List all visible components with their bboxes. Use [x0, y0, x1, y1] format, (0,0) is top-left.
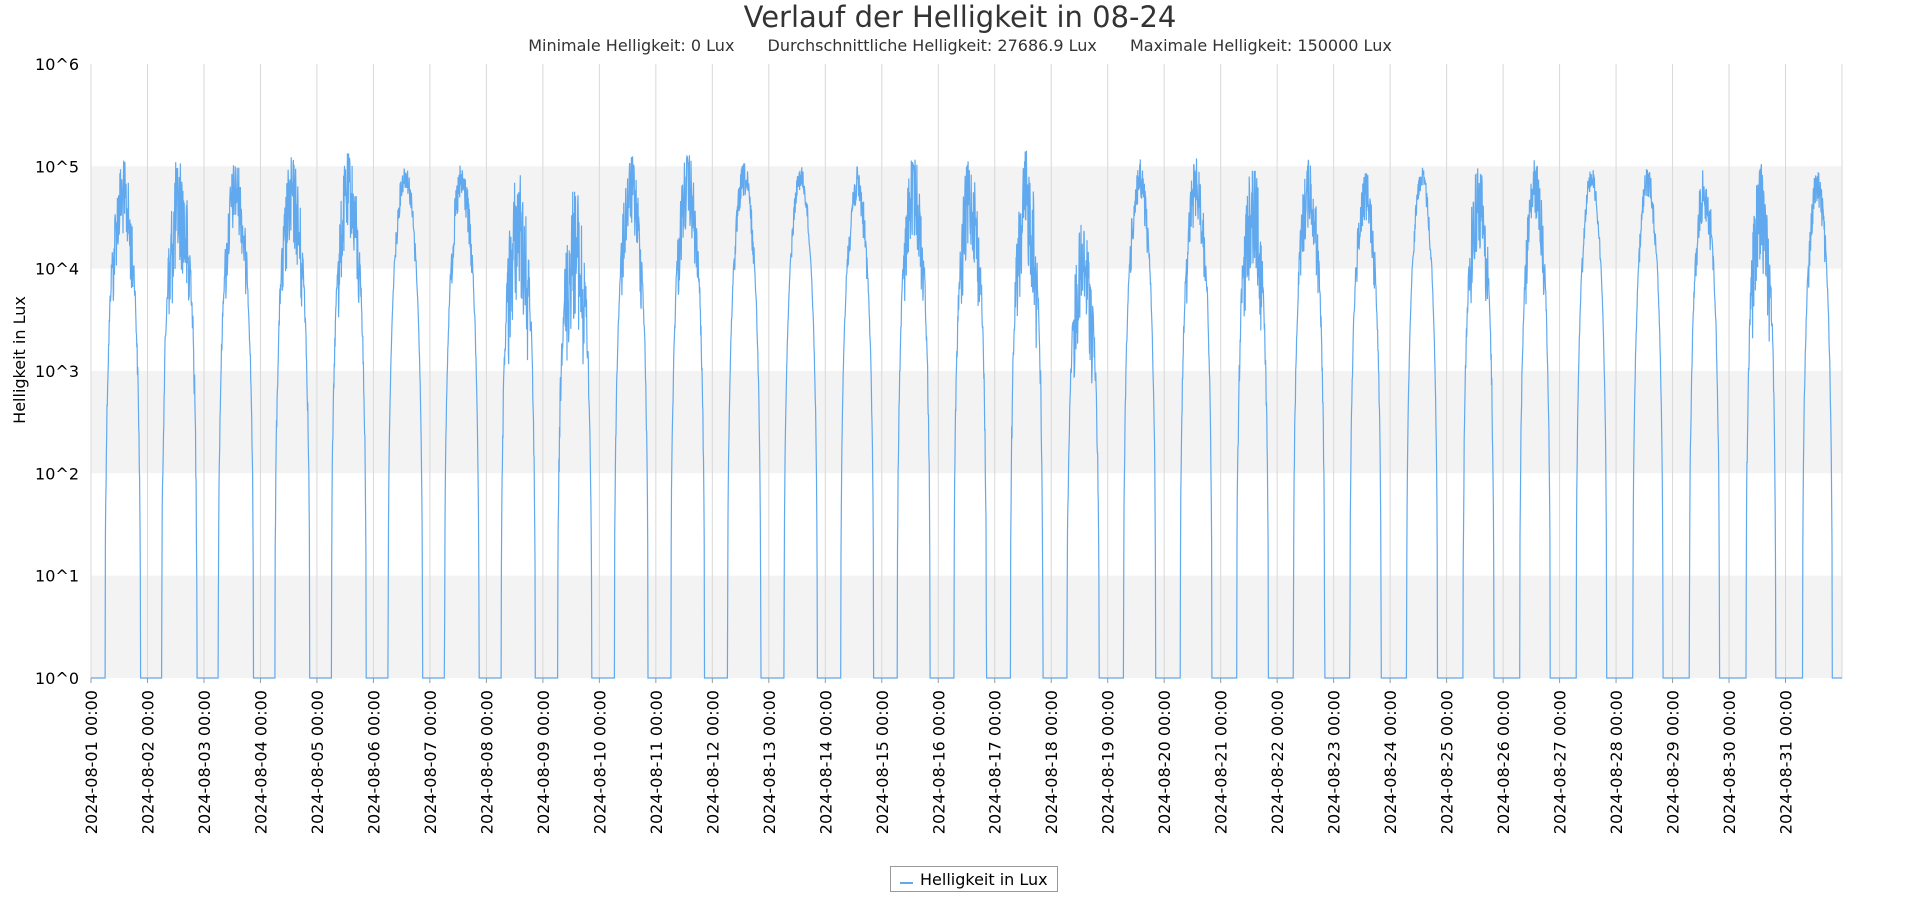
x-tick-label: 2024-08-07 00:00 [421, 690, 440, 834]
y-axis-label: Helligkeit in Lux [10, 296, 29, 424]
x-axis-ticks: 2024-08-01 00:00 2024-08-02 00:00 2024-08-… [82, 678, 1796, 834]
plot-band [91, 575, 1842, 678]
x-tick-label: 2024-08-15 00:00 [873, 690, 892, 834]
x-tick-label: 2024-08-27 00:00 [1551, 690, 1570, 834]
legend-label: Helligkeit in Lux [920, 869, 1048, 889]
vertical-gridlines [90, 64, 1843, 678]
x-tick-label: 2024-08-17 00:00 [986, 690, 1005, 834]
chart-title: Verlauf der Helligkeit in 08-24 [743, 0, 1177, 34]
x-tick-label: 2024-08-22 00:00 [1268, 690, 1287, 834]
x-tick-label: 2024-08-23 00:00 [1325, 690, 1344, 834]
y-tick-label: 10^3 [35, 362, 79, 381]
x-tick-label: 2024-08-18 00:00 [1042, 690, 1061, 834]
x-tick-label: 2024-08-13 00:00 [760, 690, 779, 834]
stat-min: Minimale Helligkeit: 0 Lux [528, 36, 735, 55]
legend[interactable]: Helligkeit in Lux [890, 866, 1058, 892]
x-tick-label: 2024-08-16 00:00 [929, 690, 948, 834]
y-tick-label: 10^1 [35, 567, 79, 586]
plot-band [91, 64, 1842, 167]
stat-max: Maximale Helligkeit: 150000 Lux [1130, 36, 1392, 55]
plot-background-bands [91, 64, 1842, 678]
x-tick-label: 2024-08-28 00:00 [1607, 690, 1626, 834]
x-tick-label: 2024-08-03 00:00 [195, 690, 214, 834]
plot-band [91, 371, 1842, 474]
x-tick-label: 2024-08-25 00:00 [1438, 690, 1457, 834]
plot-band [91, 268, 1842, 371]
x-tick-label: 2024-08-21 00:00 [1212, 690, 1231, 834]
x-tick-label: 2024-08-05 00:00 [308, 690, 327, 834]
x-tick-label: 2024-08-12 00:00 [703, 690, 722, 834]
stat-average: Durchschnittliche Helligkeit: 27686.9 Lu… [767, 36, 1097, 55]
x-tick-label: 2024-08-14 00:00 [816, 690, 835, 834]
x-tick-label: 2024-08-24 00:00 [1381, 690, 1400, 834]
y-tick-label: 10^6 [35, 55, 79, 74]
x-tick-label: 2024-08-31 00:00 [1777, 690, 1796, 834]
x-tick-label: 2024-08-26 00:00 [1494, 690, 1513, 834]
y-tick-label: 10^4 [35, 260, 79, 279]
y-tick-label: 10^5 [35, 157, 79, 176]
legend-swatch [900, 882, 913, 884]
x-tick-label: 2024-08-08 00:00 [477, 690, 496, 834]
x-tick-label: 2024-08-04 00:00 [251, 690, 270, 834]
x-tick-label: 2024-08-01 00:00 [82, 690, 101, 834]
x-tick-label: 2024-08-19 00:00 [1099, 690, 1118, 834]
y-axis-ticks: 10^0 10^1 10^2 10^3 10^4 10^5 10^6 [35, 55, 79, 688]
plot-band [91, 473, 1842, 576]
chart-subtitle-stats: Minimale Helligkeit: 0 Lux Durchschnittl… [0, 36, 1920, 56]
series-line-helligkeit [91, 150, 1842, 679]
x-tick-label: 2024-08-02 00:00 [138, 690, 157, 834]
y-tick-label: 10^2 [35, 464, 79, 483]
y-tick-label: 10^0 [35, 669, 79, 688]
x-tick-label: 2024-08-29 00:00 [1664, 690, 1683, 834]
x-tick-label: 2024-08-09 00:00 [534, 690, 553, 834]
series-layer [91, 150, 1842, 679]
x-tick-label: 2024-08-06 00:00 [364, 690, 383, 834]
x-tick-label: 2024-08-20 00:00 [1155, 690, 1174, 834]
x-tick-label: 2024-08-11 00:00 [647, 690, 666, 834]
x-tick-label: 2024-08-10 00:00 [590, 690, 609, 834]
x-tick-label: 2024-08-30 00:00 [1720, 690, 1739, 834]
